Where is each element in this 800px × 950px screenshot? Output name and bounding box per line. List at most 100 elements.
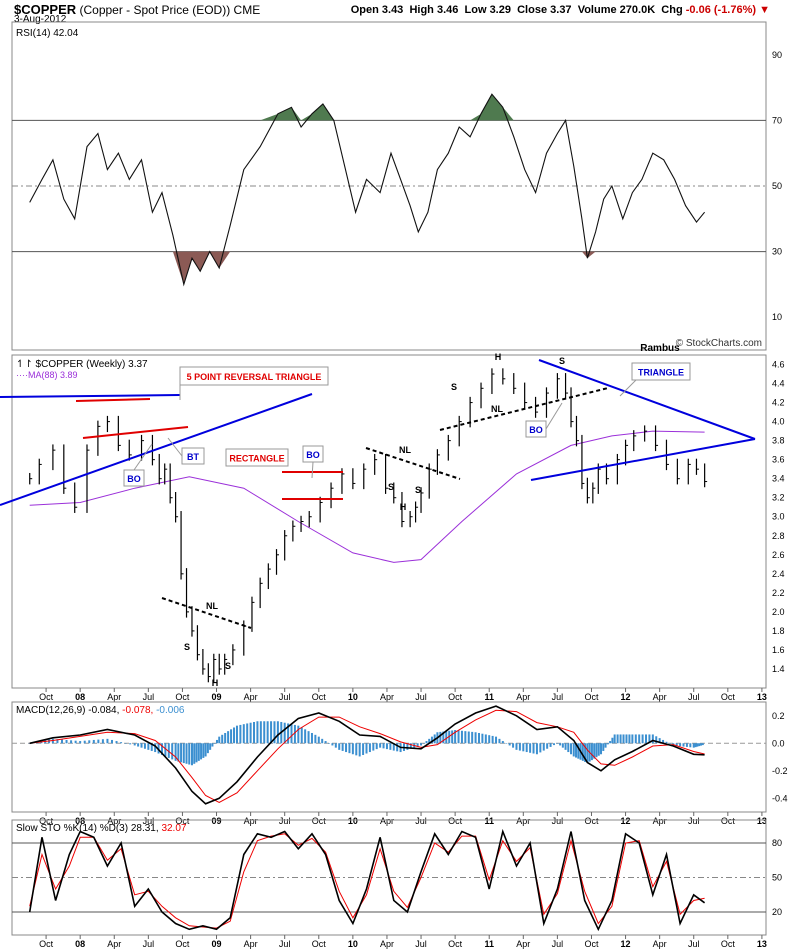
- macd-hist-bar-8-0: [204, 743, 207, 757]
- sto-d-line: [29, 833, 705, 929]
- macd-hist-bar-16-3: [368, 743, 371, 753]
- sto-x-tick-label-17: 12: [621, 939, 631, 949]
- price-y-tick-5: 2.4: [772, 569, 785, 579]
- label-triangle-pointer: [619, 379, 637, 397]
- low-value: 3.29: [489, 4, 511, 16]
- macd-hist-bar-27-2: [577, 743, 580, 759]
- rsi-y-tick-0: 10: [772, 312, 782, 322]
- macd-hist-bar-31-5: [648, 734, 651, 744]
- chg-value: -0.06 (-1.76%): [685, 4, 757, 16]
- sto-x-tick-label-8: Oct: [312, 939, 327, 949]
- macd-hist-bar-8-5: [215, 739, 218, 744]
- macd-hist-bar-5-5: [171, 743, 174, 760]
- symbol-title: $COPPER (Copper - Spot Price (EOD)) CME: [14, 2, 260, 17]
- macd-hist-bar-6-4: [185, 743, 188, 764]
- macd-signal-line: [29, 709, 705, 803]
- price-y-tick-13: 4.0: [772, 417, 785, 427]
- sto-x-tick-label-21: 13: [757, 939, 767, 949]
- sto-y-tick-0: 20: [772, 907, 782, 917]
- macd-hist-bar-8-4: [213, 743, 216, 744]
- macd-hist-bar-31-2: [638, 734, 641, 744]
- sto-x-tick-label-16: Oct: [584, 939, 599, 949]
- price-y-tick-14: 4.2: [772, 398, 785, 408]
- rsi-y-tick-4: 90: [772, 50, 782, 60]
- macd-hist-bar-1-5: [74, 740, 77, 744]
- macd-hist-bar-3-3: [120, 742, 123, 744]
- macd-x-tick-label-4: Oct: [175, 816, 190, 826]
- macd-hist-bar-12-2: [283, 722, 286, 744]
- trendline-top-2008: [0, 394, 181, 398]
- macd-hist-bar-4-0: [133, 743, 136, 746]
- macd-x-tick-label-16: Oct: [584, 816, 599, 826]
- macd-x-tick-label-1: 08: [75, 816, 85, 826]
- macd-hist-bar-13-0: [297, 725, 300, 744]
- macd-panel: [11, 701, 767, 813]
- macd-hist-bar-15-4: [351, 743, 354, 755]
- macd-hist-bar-7-1: [193, 743, 196, 764]
- price-x-tick-label-6: Apr: [244, 692, 258, 702]
- macd-hist-bar-25-4: [549, 743, 552, 747]
- macd-hist-bar-7-0: [190, 743, 193, 766]
- macd-hist-bar-25-0: [535, 743, 538, 755]
- macd-hist-bar-18-5: [416, 743, 419, 747]
- macd-hist-bar-7-5: [202, 743, 205, 758]
- macd-x-tick-label-11: Jul: [415, 816, 427, 826]
- macd-x-tick-label-19: Jul: [688, 816, 700, 826]
- price-y-tick-10: 3.4: [772, 474, 785, 484]
- label-bo-2009: BO: [306, 450, 320, 460]
- macd-hist-bar-27-4: [581, 743, 584, 761]
- macd-hist-bar-26-0: [556, 743, 559, 744]
- sto-x-tick-label-10: Apr: [380, 939, 394, 949]
- macd-hist-bar-5-3: [164, 743, 167, 757]
- low-label: Low: [464, 4, 487, 16]
- price-x-tick-label-20: Oct: [721, 692, 736, 702]
- macd-hist-bar-32-5: [668, 743, 671, 744]
- label-h-2009: H: [212, 678, 219, 688]
- macd-hist-bar-1-3: [65, 739, 68, 744]
- close-value: 3.37: [550, 4, 572, 16]
- macd-legend-value-0: -0.084,: [88, 705, 122, 716]
- macd-hist-bar-15-0: [338, 743, 341, 750]
- macd-hist-bar-1-2: [60, 739, 63, 744]
- label-s-left-2011: S: [451, 382, 457, 392]
- price-y-tick-0: 1.4: [772, 664, 785, 674]
- macd-hist-bar-19-1: [422, 743, 425, 744]
- macd-hist-bar-10-5: [253, 721, 256, 744]
- macd-hist-bar-2-2: [88, 740, 91, 744]
- macd-hist-bar-2-3: [92, 739, 95, 744]
- macd-hist-bar-31-4: [645, 734, 648, 744]
- macd-hist-bar-8-1: [206, 743, 209, 754]
- sto-x-tick-label-14: Apr: [516, 939, 530, 949]
- neckline-2011: [439, 387, 609, 431]
- macd-hist-bar-7-4: [200, 743, 203, 760]
- macd-hist-bar-21-5: [471, 731, 474, 744]
- macd-x-tick-label-3: Jul: [143, 816, 155, 826]
- price-x-tick-label-21: 13: [757, 692, 767, 702]
- macd-hist-bar-2-4: [97, 739, 100, 744]
- macd-hist-bar-22-5: [491, 735, 494, 744]
- sto-x-tick-label-2: Apr: [107, 939, 121, 949]
- macd-hist-bar-24-0: [515, 743, 518, 750]
- macd-hist-bar-21-3: [464, 731, 467, 744]
- chart-header: $COPPER (Copper - Spot Price (EOD)) CME …: [0, 0, 800, 25]
- macd-hist-bar-19-3: [428, 738, 431, 744]
- macd-hist-bar-30-2: [619, 734, 622, 744]
- macd-hist-bar-19-2: [425, 741, 428, 744]
- symbol: $COPPER: [14, 2, 77, 17]
- macd-hist-bar-15-2: [345, 743, 348, 753]
- macd-hist-bar-6-2: [180, 743, 183, 763]
- price-x-tick-label-11: Jul: [415, 692, 427, 702]
- sto-x-tick-label-9: 10: [348, 939, 358, 949]
- label-s-right-2010: S: [415, 485, 421, 495]
- label-h-2011: H: [495, 352, 502, 362]
- trendline-rising-2008: [0, 393, 313, 506]
- macd-hist-bar-5-1: [157, 743, 160, 754]
- macd-hist-bar-21-2: [460, 730, 463, 744]
- rsi-overbought-fill: [260, 94, 514, 121]
- macd-hist-bar-34-0: [692, 743, 695, 748]
- macd-hist-bar-15-5: [355, 743, 358, 756]
- macd-hist-bar-14-5: [334, 743, 337, 748]
- macd-hist-bar-7-3: [197, 743, 200, 761]
- macd-hist-bar-23-0: [495, 736, 498, 744]
